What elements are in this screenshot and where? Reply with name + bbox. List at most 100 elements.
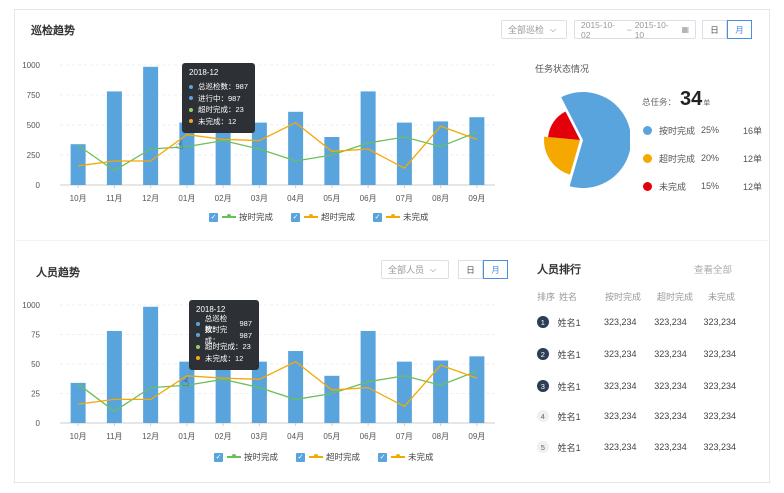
series-line [77, 370, 478, 412]
tooltip-dot [189, 96, 193, 101]
x-tick-label: 08月 [432, 194, 449, 203]
chevron-down-icon: ⌵ [550, 24, 557, 34]
rank-ontime: 323,234 [603, 442, 637, 452]
checkbox-icon: ✓ [373, 212, 383, 222]
x-tick-label: 07月 [396, 194, 413, 203]
bar [360, 91, 376, 185]
x-tick-label: 02月 [215, 194, 232, 203]
legend-label: 按时完成 [239, 212, 274, 222]
legend-row-ontime: 按时完成 25% 16单 [643, 116, 762, 144]
x-tick-label: 06月 [360, 194, 377, 203]
rank-badge: 3 [537, 380, 549, 392]
period-day-button[interactable]: 日 [702, 20, 727, 39]
ranking-row[interactable]: 3 姓名1 323,234 323,234 323,234 [537, 378, 747, 394]
tooltip-title: 2018-12 [189, 68, 219, 77]
bar [106, 330, 122, 423]
rank-unfinished: 323,234 [703, 381, 737, 391]
bar [469, 356, 485, 423]
legend-unfinished[interactable]: ✓ 未完成 [373, 211, 429, 223]
legend-line-icon [227, 454, 241, 458]
x-tick-label: 06月 [360, 432, 377, 441]
tooltip-label: 超时完成： [205, 342, 243, 352]
tooltip-row: 未完成： 12 [189, 116, 248, 128]
tooltip-dot [189, 119, 193, 124]
view-all-link[interactable]: 查看全部 [694, 265, 733, 276]
bar [215, 369, 231, 423]
legend-ontime[interactable]: ✓ 按时完成 [209, 211, 273, 223]
bar [215, 131, 231, 185]
x-tick-label: 12月 [142, 194, 159, 203]
tooltip-value: 987 [239, 330, 252, 340]
checkbox-icon: ✓ [214, 452, 223, 462]
legend-count: 16单 [743, 125, 763, 136]
x-tick-label: 03月 [251, 432, 268, 441]
legend-row-unfinished: 未完成 15% 12单 [643, 172, 762, 200]
bar [70, 382, 86, 423]
date-range-picker[interactable]: 2015-10-02 ~ 2015-10-10 ▦ [574, 20, 696, 40]
rank-name: 姓名1 [557, 442, 581, 453]
ranking-row[interactable]: 1 姓名1 323,234 323,234 323,234 [537, 314, 747, 330]
tooltip-title: 2018-12 [196, 305, 226, 314]
rank-ontime: 323,234 [603, 381, 637, 391]
tooltip-dot [196, 344, 200, 349]
tooltip-label: 未完成： [205, 353, 235, 363]
inspection-legend: ✓ 按时完成 ✓ 超时完成 ✓ 未完成 [209, 211, 447, 223]
x-tick-label: 10月 [70, 194, 87, 203]
legend-unfinished[interactable]: ✓ 未完成 [378, 451, 434, 463]
total-tasks: 总任务： 34 单 [642, 88, 710, 111]
rank-overtime: 323,234 [654, 381, 687, 391]
y-tick-label: 750 [27, 91, 41, 100]
bar [469, 117, 485, 185]
tooltip-row: 超时完成： 23 [196, 341, 252, 353]
x-tick-label: 01月 [178, 432, 195, 441]
legend-line-icon [304, 214, 319, 218]
personnel-tooltip: 2018-12 总巡检数： 987 按时完成： 987 超时完成： 23 未完成： 12 [189, 300, 259, 370]
tooltip-label: 未完成： [198, 116, 228, 126]
legend-count: 12单 [743, 153, 763, 164]
x-tick-label: 02月 [215, 432, 232, 441]
personnel-filter-select[interactable]: 全部人员 ⌵ [381, 260, 449, 279]
tooltip-value: 12 [228, 116, 237, 126]
x-tick-label: 04月 [287, 194, 304, 203]
rank-header-name: 姓名 [559, 292, 578, 302]
inspection-tooltip: 2018-12 总巡检数： 987 进行中： 987 超时完成： 23 未完成： 12 [182, 63, 255, 133]
legend-label: 未完成 [403, 212, 429, 222]
tooltip-dot [189, 84, 193, 89]
tooltip-value: 987 [239, 319, 252, 329]
task-status-pie [544, 92, 630, 188]
rank-header-unfinished: 未完成 [708, 292, 736, 302]
ranking-row[interactable]: 5 姓名1 323,234 323,234 323,234 [537, 439, 747, 455]
legend-overtime[interactable]: ✓ 超时完成 [291, 211, 355, 223]
legend-label: 超时完成 [326, 452, 361, 462]
ranking-row[interactable]: 4 姓名1 323,234 323,234 323,234 [537, 408, 747, 424]
y-tick-label: 50 [31, 360, 40, 369]
legend-label: 按时完成 [244, 452, 279, 462]
tooltip-label: 超时完成： [198, 105, 236, 115]
legend-ontime[interactable]: ✓ 按时完成 [214, 451, 278, 463]
total-value: 34 [680, 88, 703, 110]
period-month-button[interactable]: 月 [727, 20, 752, 39]
rank-badge: 2 [537, 348, 549, 360]
rank-name: 姓名1 [557, 317, 581, 328]
period-month-button[interactable]: 月 [483, 260, 508, 279]
bar [70, 144, 86, 185]
checkbox-icon: ✓ [291, 212, 301, 222]
legend-count: 12单 [743, 181, 763, 192]
rank-ontime: 323,234 [603, 349, 637, 359]
bar [143, 66, 159, 185]
x-tick-label: 01月 [178, 194, 195, 203]
personnel-period-toggle: 日 月 [458, 260, 508, 279]
period-day-button[interactable]: 日 [458, 260, 483, 279]
x-tick-label: 12月 [142, 432, 159, 441]
task-status-legend: 按时完成 25% 16单 超时完成 20% 12单 未完成 15% 12单 [643, 116, 762, 200]
y-tick-label: 500 [27, 121, 41, 130]
inspection-filter-select[interactable]: 全部巡检 ⌵ [501, 20, 567, 39]
rank-unfinished: 323,234 [703, 349, 737, 359]
bar [433, 121, 449, 185]
legend-overtime[interactable]: ✓ 超时完成 [296, 451, 360, 463]
ranking-row[interactable]: 2 姓名1 323,234 323,234 323,234 [537, 346, 747, 362]
rank-unfinished: 323,234 [703, 442, 737, 452]
bar [396, 122, 412, 185]
tooltip-value: 987 [235, 82, 248, 92]
personnel-trend-chart: 0 25 50 75 1000 10月 11月 12月 01月 02月 03月 04月 05月 06月 07… [22, 301, 495, 441]
